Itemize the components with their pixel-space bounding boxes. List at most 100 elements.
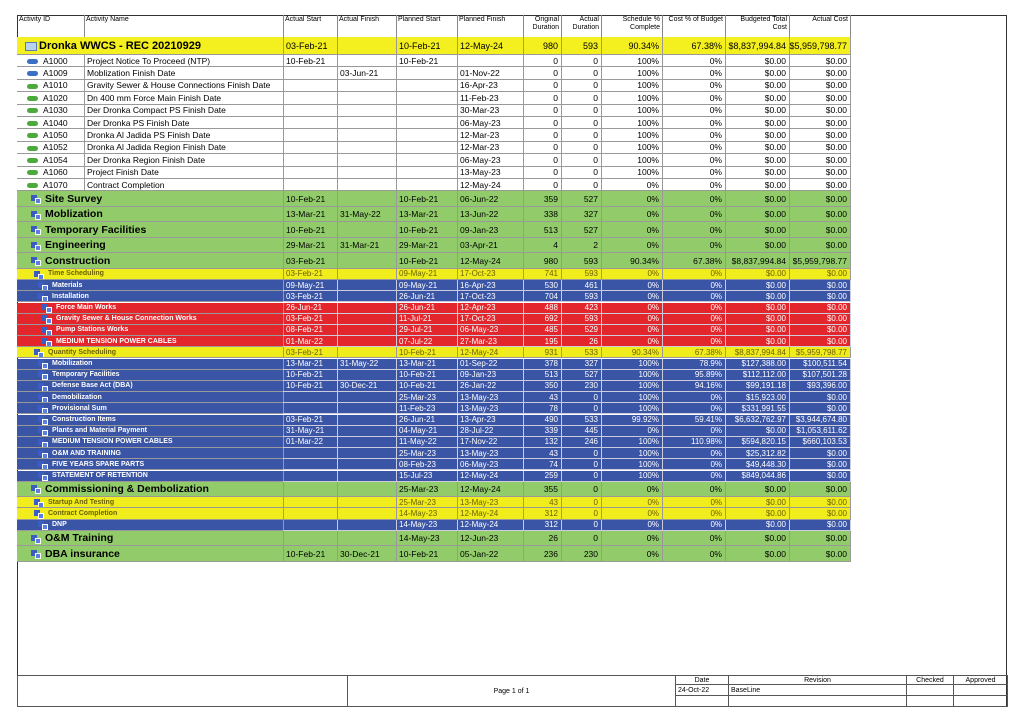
- cell-value: 13-May-23: [457, 448, 524, 460]
- cell-value: [283, 67, 338, 80]
- cell-value: $5,959,798.77: [789, 253, 851, 269]
- cell-value: 12-May-24: [457, 519, 524, 531]
- wbs-icon: [38, 273, 44, 280]
- wbs-name: STATEMENT OF RETENTION: [17, 470, 284, 482]
- cell-value: 03-Apr-21: [457, 237, 524, 254]
- wbs-icon: [34, 348, 40, 355]
- footer-cell: [906, 695, 954, 707]
- cell-value: 692: [523, 313, 562, 325]
- wbs-icon: [42, 419, 48, 426]
- cell-value: 0: [561, 497, 602, 509]
- wbs-icon: [42, 284, 48, 291]
- cell-value: [283, 104, 338, 117]
- cell-value: $0.00: [725, 79, 790, 93]
- cell-value: 0%: [601, 324, 663, 337]
- activity-name: Der Dronka Region Finish Date: [84, 154, 284, 167]
- cell-value: 09-May-21: [283, 280, 338, 292]
- row-background: [17, 166, 850, 179]
- cell-value: 0%: [601, 268, 663, 281]
- wbs-name: O&M Training: [17, 530, 284, 547]
- cell-value: 355: [523, 481, 562, 498]
- activity-icon: [27, 58, 38, 64]
- row-background: [17, 291, 850, 303]
- cell-value: [396, 129, 458, 142]
- row-background: [17, 347, 850, 359]
- cell-value: 0%: [601, 280, 663, 292]
- cell-value: $0.00: [789, 313, 851, 325]
- cell-value: 513: [523, 369, 562, 381]
- wbs-icon: [38, 427, 44, 434]
- cell-value: 10-Feb-21: [283, 546, 338, 562]
- wbs-name: MEDIUM TENSION POWER CABLES: [17, 336, 284, 348]
- cell-value: 0: [523, 154, 562, 167]
- cell-value: 0: [561, 117, 602, 130]
- cell-value: 593: [561, 268, 602, 281]
- cell-value: $0.00: [725, 546, 790, 562]
- cell-value: 0%: [662, 222, 726, 238]
- activity-id: A1040: [17, 117, 85, 130]
- column-header: Actual Start: [283, 15, 338, 38]
- cell-value: 2: [561, 237, 602, 254]
- activity-name: Moblization Finish Date: [84, 67, 284, 80]
- cell-value: [283, 470, 338, 482]
- cell-value: [337, 141, 397, 155]
- wbs-icon: [42, 295, 48, 302]
- cell-value: $0.00: [789, 497, 851, 509]
- cell-value: $0.00: [789, 104, 851, 117]
- cell-value: 0%: [662, 129, 726, 142]
- cell-value: 01-Sep-22: [457, 358, 524, 370]
- cell-value: 593: [561, 253, 602, 269]
- cell-value: $0.00: [789, 530, 851, 547]
- cell-value: 43: [523, 497, 562, 509]
- cell-value: $0.00: [789, 470, 851, 482]
- activity-name: Dn 400 mm Force Main Finish Date: [84, 92, 284, 105]
- row-background: [17, 470, 850, 482]
- cell-value: $0.00: [789, 154, 851, 167]
- cell-value: 0%: [601, 508, 663, 520]
- activity-id: A1050: [17, 129, 85, 142]
- cell-value: 0%: [601, 237, 663, 254]
- cell-value: 0: [523, 129, 562, 142]
- cell-value: 527: [561, 222, 602, 238]
- cell-value: [396, 117, 458, 130]
- cell-value: 100%: [601, 392, 663, 404]
- cell-value: 0%: [601, 206, 663, 223]
- cell-value: $0.00: [789, 67, 851, 80]
- cell-value: $0.00: [789, 481, 851, 498]
- activity-id: A1009: [17, 67, 85, 80]
- cell-value: 10-Feb-21: [396, 347, 458, 359]
- cell-value: 94.16%: [662, 380, 726, 393]
- wbs-name: DBA insurance: [17, 546, 284, 562]
- cell-value: 533: [561, 414, 602, 426]
- cell-value: 0: [561, 448, 602, 460]
- cell-value: 12-May-24: [457, 347, 524, 359]
- wbs-icon: [38, 416, 44, 423]
- cell-value: $0.00: [789, 392, 851, 404]
- cell-value: 0%: [601, 546, 663, 562]
- row-background: [17, 222, 850, 238]
- wbs-name: Contract Completion: [17, 508, 284, 520]
- cell-value: 378: [523, 358, 562, 370]
- cell-value: 0: [561, 67, 602, 80]
- activity-icon: [27, 170, 38, 176]
- cell-value: 0: [523, 92, 562, 105]
- cell-value: $0.00: [725, 179, 790, 192]
- cell-value: 90.34%: [601, 347, 663, 359]
- cell-value: 12-Jun-23: [457, 530, 524, 547]
- cell-value: 12-Apr-23: [457, 302, 524, 314]
- cell-value: [337, 154, 397, 167]
- cell-value: $5,959,798.77: [789, 347, 851, 359]
- wbs-icon: [38, 501, 44, 508]
- cell-value: 13-Mar-21: [396, 358, 458, 370]
- activity-icon: [27, 157, 38, 163]
- wbs-icon: [42, 374, 48, 381]
- cell-value: [396, 141, 458, 155]
- cell-value: 0%: [662, 425, 726, 437]
- wbs-icon: [31, 550, 37, 557]
- cell-value: 10-Feb-21: [283, 380, 338, 393]
- cell-value: 0%: [601, 291, 663, 303]
- cell-value: [283, 154, 338, 167]
- footer-cell: [953, 695, 1008, 707]
- cell-value: 16-Apr-23: [457, 280, 524, 292]
- row-background: [17, 448, 850, 460]
